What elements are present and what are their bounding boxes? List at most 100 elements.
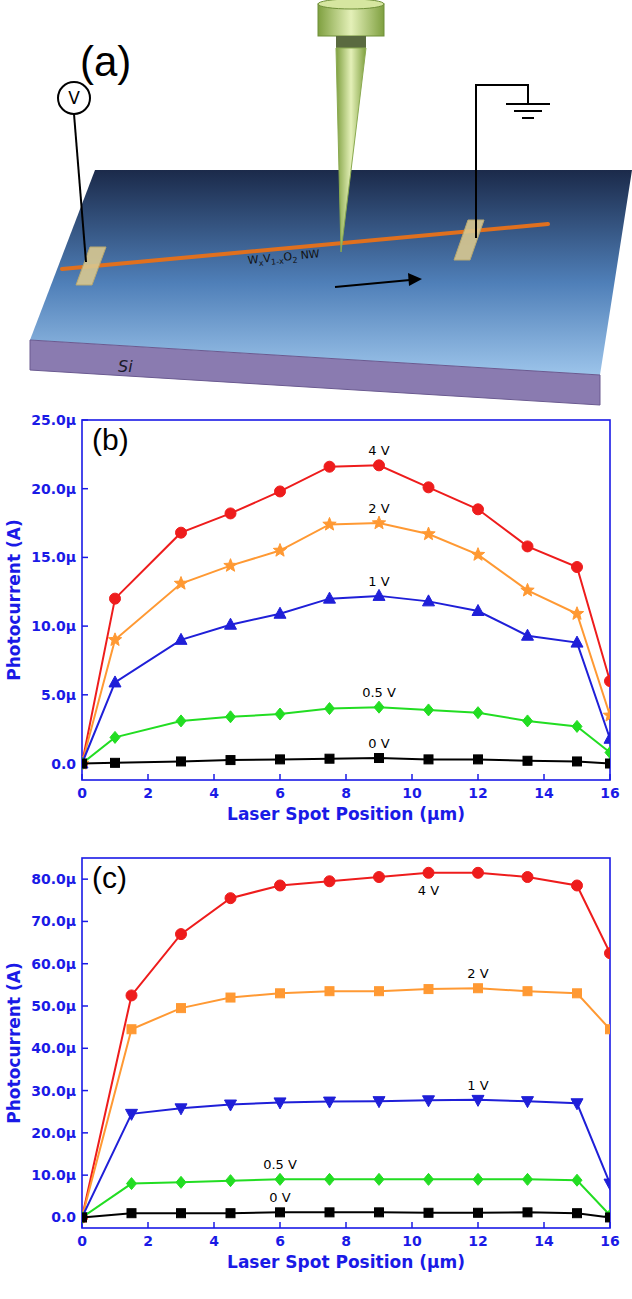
y-tick-label: 20.0µ bbox=[31, 481, 76, 497]
data-point bbox=[572, 562, 583, 573]
x-tick-label: 2 bbox=[143, 785, 153, 801]
x-tick bbox=[543, 774, 545, 780]
y-tick-label: 80.0µ bbox=[31, 871, 76, 887]
y-tick bbox=[82, 1005, 88, 1007]
data-point bbox=[375, 1208, 384, 1217]
series-label: 2 V bbox=[368, 501, 389, 516]
data-point bbox=[176, 527, 187, 538]
panel-label: (c) bbox=[92, 861, 127, 894]
data-point bbox=[604, 1179, 610, 1190]
series-label: 1 V bbox=[467, 1078, 488, 1093]
page: SiVWxV1-xO2 NW(a)02468101214160.05.0µ10.… bbox=[0, 0, 632, 1299]
ground bbox=[522, 117, 534, 119]
y-tick-label: 50.0µ bbox=[31, 998, 76, 1014]
y-tick-label: 70.0µ bbox=[31, 913, 76, 929]
data-point bbox=[275, 1173, 285, 1185]
data-point bbox=[82, 1211, 87, 1223]
data-point bbox=[325, 1208, 334, 1217]
data-point bbox=[606, 1213, 611, 1222]
data-point bbox=[572, 880, 583, 891]
data-point bbox=[521, 583, 534, 596]
electrode bbox=[454, 220, 484, 260]
data-point bbox=[226, 756, 235, 765]
data-point bbox=[177, 1004, 186, 1013]
data-point bbox=[605, 948, 611, 959]
x-tick bbox=[279, 774, 281, 780]
series-line bbox=[82, 988, 610, 1217]
data-point bbox=[605, 1209, 610, 1221]
data-point bbox=[424, 704, 434, 716]
x-tick-label: 14 bbox=[534, 1233, 554, 1249]
laser-beam bbox=[336, 48, 366, 252]
x-tick-label: 6 bbox=[275, 785, 285, 801]
series-label: 0.5 V bbox=[362, 685, 396, 700]
series-line bbox=[82, 523, 610, 763]
x-tick-label: 12 bbox=[468, 785, 487, 801]
data-point bbox=[225, 893, 236, 904]
data-point bbox=[423, 1096, 435, 1107]
data-point bbox=[473, 867, 484, 878]
chart: 02468101214160.010.0µ20.0µ30.0µ40.0µ50.0… bbox=[4, 858, 620, 1272]
data-point bbox=[522, 541, 533, 552]
data-point bbox=[522, 629, 534, 640]
data-point bbox=[82, 1212, 88, 1223]
x-tick-label: 16 bbox=[600, 1233, 619, 1249]
data-point bbox=[424, 1173, 434, 1185]
y-tick bbox=[82, 1132, 88, 1134]
data-point bbox=[325, 703, 335, 715]
x-tick-label: 2 bbox=[143, 1233, 153, 1249]
ground bbox=[514, 110, 542, 112]
data-point bbox=[423, 482, 434, 493]
y-tick-label: 60.0µ bbox=[31, 956, 76, 972]
x-tick-label: 8 bbox=[341, 1233, 351, 1249]
data-point bbox=[226, 711, 236, 723]
x-tick bbox=[81, 774, 83, 780]
data-point bbox=[177, 757, 186, 766]
data-point bbox=[571, 1099, 583, 1110]
series-label: 1 V bbox=[368, 574, 389, 589]
data-point bbox=[374, 460, 385, 471]
y-tick bbox=[82, 1090, 88, 1092]
data-point bbox=[226, 1209, 235, 1218]
y-tick-label: 0.0 bbox=[51, 756, 76, 772]
data-point bbox=[324, 876, 335, 887]
plot-data bbox=[82, 460, 610, 770]
data-point bbox=[605, 747, 610, 759]
data-point bbox=[275, 708, 285, 720]
data-point bbox=[604, 732, 610, 743]
data-point bbox=[374, 701, 384, 713]
x-tick-label: 6 bbox=[275, 1233, 285, 1249]
voltmeter bbox=[58, 82, 90, 114]
data-point bbox=[474, 755, 483, 764]
x-tick-label: 10 bbox=[402, 785, 422, 801]
data-point bbox=[523, 1173, 533, 1185]
data-point bbox=[225, 618, 237, 629]
x-tick-label: 16 bbox=[600, 785, 619, 801]
y-tick-label: 20.0µ bbox=[31, 1125, 76, 1141]
laser-head bbox=[318, 0, 384, 9]
data-point bbox=[111, 758, 120, 767]
y-tick-label: 5.0µ bbox=[41, 687, 76, 703]
data-point bbox=[603, 708, 610, 721]
chart: 02468101214160.05.0µ10.0µ15.0µ20.0µ25.0µ… bbox=[4, 412, 620, 824]
data-point bbox=[573, 1209, 582, 1218]
data-point bbox=[424, 1208, 433, 1217]
data-point bbox=[176, 715, 186, 727]
data-point bbox=[424, 755, 433, 764]
y-tick-label: 10.0µ bbox=[31, 1167, 76, 1183]
data-point bbox=[570, 607, 583, 620]
y-tick bbox=[82, 557, 88, 559]
x-tick-label: 10 bbox=[402, 1233, 422, 1249]
data-point bbox=[273, 544, 286, 557]
data-point bbox=[374, 1173, 384, 1185]
data-point bbox=[325, 1173, 335, 1185]
laser-nozzle bbox=[336, 36, 366, 48]
data-point bbox=[110, 593, 121, 604]
y-tick bbox=[82, 419, 88, 421]
y-tick-label: 40.0µ bbox=[31, 1040, 76, 1056]
data-point bbox=[323, 517, 336, 530]
ground bbox=[506, 103, 550, 105]
y-axis-title: Photocurrent (A) bbox=[4, 962, 24, 1123]
x-tick bbox=[609, 774, 611, 780]
data-point bbox=[109, 676, 121, 687]
